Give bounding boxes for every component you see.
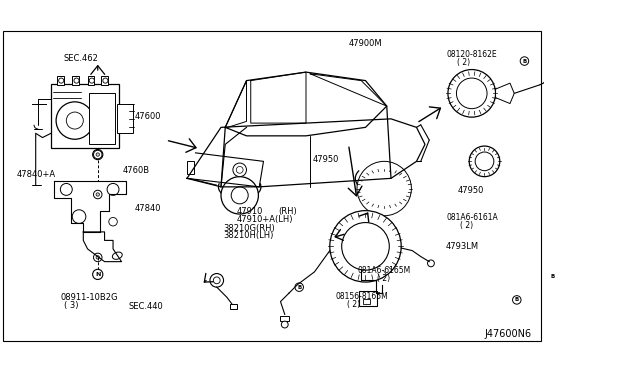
Bar	[89, 93, 115, 144]
Circle shape	[475, 152, 494, 171]
Circle shape	[56, 102, 93, 139]
Text: 38210H(LH): 38210H(LH)	[223, 231, 273, 240]
Circle shape	[552, 55, 557, 60]
Circle shape	[93, 253, 102, 262]
Polygon shape	[310, 74, 387, 106]
Bar	[358, 291, 378, 306]
Text: 4793LM: 4793LM	[446, 241, 479, 251]
Circle shape	[448, 70, 495, 117]
Circle shape	[67, 112, 83, 129]
Bar	[101, 76, 108, 85]
Bar	[117, 103, 132, 133]
Bar	[363, 299, 370, 304]
Text: N: N	[95, 272, 100, 277]
Text: 47910+A(LH): 47910+A(LH)	[237, 215, 293, 224]
Bar	[57, 76, 64, 85]
Circle shape	[513, 296, 521, 304]
Circle shape	[107, 183, 119, 195]
Circle shape	[96, 153, 99, 156]
Bar	[72, 76, 79, 85]
Circle shape	[456, 78, 487, 109]
Text: 08156-8165M: 08156-8165M	[335, 292, 388, 301]
Text: ( 2): ( 2)	[347, 300, 360, 309]
Text: 08120-8162E: 08120-8162E	[446, 50, 497, 59]
Text: ( 2): ( 2)	[377, 274, 390, 283]
Text: 47840+A: 47840+A	[16, 170, 56, 179]
Circle shape	[556, 58, 563, 65]
Polygon shape	[225, 81, 246, 127]
Polygon shape	[83, 232, 122, 262]
Circle shape	[59, 78, 64, 83]
Circle shape	[93, 269, 103, 279]
Polygon shape	[54, 181, 126, 232]
Circle shape	[363, 167, 406, 210]
Bar	[280, 316, 289, 321]
Circle shape	[60, 183, 72, 195]
Text: ( 2): ( 2)	[457, 58, 470, 67]
Circle shape	[469, 146, 500, 177]
Polygon shape	[225, 72, 387, 136]
Text: 47950: 47950	[313, 155, 339, 164]
Circle shape	[72, 210, 86, 224]
Circle shape	[357, 161, 412, 216]
Text: 47900M: 47900M	[348, 39, 382, 48]
Circle shape	[213, 277, 220, 284]
Circle shape	[95, 153, 100, 157]
Text: B: B	[550, 273, 555, 279]
Text: 47600: 47600	[135, 112, 161, 121]
Circle shape	[520, 57, 529, 65]
Text: 081A6-6161A: 081A6-6161A	[446, 213, 498, 222]
Polygon shape	[495, 83, 515, 103]
Text: SEC.462: SEC.462	[63, 54, 98, 63]
Circle shape	[109, 218, 117, 226]
Circle shape	[282, 321, 288, 328]
Bar	[51, 84, 119, 148]
Circle shape	[548, 272, 557, 280]
Circle shape	[231, 187, 248, 204]
Text: B: B	[522, 58, 527, 64]
Circle shape	[428, 260, 435, 267]
Text: B: B	[297, 285, 301, 290]
Circle shape	[375, 179, 394, 198]
Bar	[88, 76, 94, 85]
Circle shape	[89, 78, 94, 83]
Circle shape	[74, 78, 79, 83]
Circle shape	[295, 283, 303, 291]
Circle shape	[342, 222, 389, 270]
Circle shape	[556, 73, 563, 80]
Text: J47600N6: J47600N6	[485, 329, 532, 339]
Text: 4760B: 4760B	[122, 166, 150, 175]
Bar	[596, 234, 640, 264]
Text: SEC.440: SEC.440	[129, 302, 163, 311]
Text: ( 2): ( 2)	[460, 221, 473, 230]
Text: 08911-10B2G: 08911-10B2G	[61, 293, 118, 302]
Polygon shape	[251, 72, 306, 123]
Circle shape	[236, 166, 243, 173]
Circle shape	[93, 150, 103, 160]
Circle shape	[93, 190, 102, 199]
Circle shape	[330, 211, 401, 282]
Text: 47910: 47910	[237, 208, 263, 217]
Text: (RH): (RH)	[278, 208, 297, 217]
Circle shape	[96, 193, 99, 196]
Circle shape	[221, 177, 259, 214]
Circle shape	[93, 150, 102, 159]
Text: 38210G(RH): 38210G(RH)	[223, 224, 275, 232]
Bar	[604, 264, 611, 267]
Text: 47840: 47840	[135, 203, 161, 213]
Circle shape	[96, 256, 99, 259]
Ellipse shape	[113, 252, 122, 259]
Circle shape	[233, 163, 246, 177]
Bar	[187, 161, 194, 174]
Circle shape	[210, 273, 223, 287]
Text: ( 3): ( 3)	[64, 301, 79, 310]
Text: B: B	[515, 297, 519, 302]
Bar	[230, 304, 237, 309]
Circle shape	[103, 78, 108, 83]
Text: 081A6-6165M: 081A6-6165M	[358, 266, 411, 275]
Polygon shape	[187, 119, 425, 187]
Text: 47950: 47950	[458, 186, 484, 195]
